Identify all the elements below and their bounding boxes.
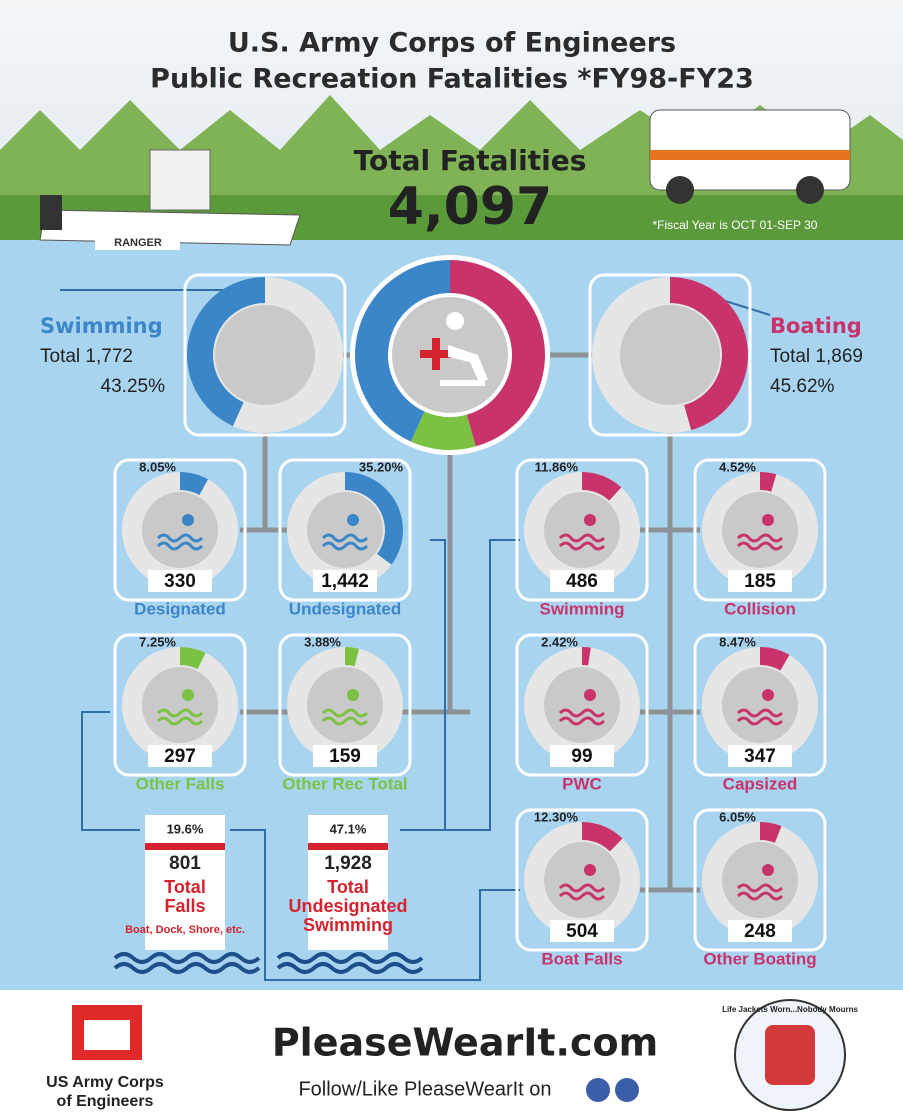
category-percent: 12.30% <box>534 809 579 824</box>
category-count: 185 <box>744 571 776 592</box>
ring-center <box>215 305 315 405</box>
instagram-icon[interactable] <box>615 1078 639 1102</box>
category-percent: 8.05% <box>139 459 176 474</box>
castle <box>84 1020 130 1050</box>
category-icon-head <box>584 864 596 876</box>
ring-center <box>307 667 383 743</box>
category-name: Other Rec Total <box>282 774 407 793</box>
total-label: Total Fatalities <box>354 144 587 177</box>
boat-cabin <box>150 150 210 210</box>
category-percent: 7.25% <box>139 634 176 649</box>
category-icon-head <box>182 689 194 701</box>
facebook-icon[interactable] <box>586 1078 610 1102</box>
category-count: 347 <box>744 746 776 767</box>
category-name: Undesignated <box>289 599 401 618</box>
ring-center <box>307 492 383 568</box>
category-count: 248 <box>744 921 776 942</box>
category-count: 1,442 <box>321 571 369 592</box>
total-value: 4,097 <box>388 177 552 237</box>
category-count: 159 <box>329 746 361 767</box>
infographic: RANGER U.S. Army Corps of Engineers Publ… <box>0 0 903 1119</box>
ring-center <box>722 842 798 918</box>
life-jacket <box>765 1025 815 1085</box>
category-percent: 4.52% <box>719 459 756 474</box>
total-value: 801 <box>169 853 201 874</box>
category-count: 99 <box>571 746 592 767</box>
ambulance-stripe <box>650 150 850 160</box>
fiscal-note: *Fiscal Year is OCT 01-SEP 30 <box>653 218 818 232</box>
title-line: Public Recreation Fatalities *FY98-FY23 <box>150 64 754 95</box>
category-percent: 6.05% <box>719 809 756 824</box>
category-icon-head <box>584 689 596 701</box>
follow: Follow/Like PleaseWearIt on <box>298 1078 551 1100</box>
category-icon-head <box>347 689 359 701</box>
swimming-total: Total 1,772 <box>40 346 133 367</box>
total-percent: 19.6% <box>167 821 204 836</box>
category-percent: 35.20% <box>359 459 404 474</box>
ring-center <box>722 492 798 568</box>
category-percent: 11.86% <box>535 459 579 474</box>
category-name: Capsized <box>723 774 798 793</box>
category-name: Designated <box>134 599 226 618</box>
boating-label: Boating <box>770 314 862 338</box>
category-percent: 2.42% <box>541 634 578 649</box>
category-name: Boat Falls <box>541 949 622 968</box>
category-icon-head <box>762 689 774 701</box>
category-name: Swimming <box>539 599 624 618</box>
category-name: Other Falls <box>136 774 225 793</box>
category-count: 330 <box>164 571 196 592</box>
total-value: 1,928 <box>324 853 372 874</box>
boat-label: RANGER <box>114 237 162 249</box>
swimming-label: Swimming <box>40 314 163 338</box>
page: RANGER U.S. Army Corps of Engineers Publ… <box>0 0 903 1119</box>
boating-total: Total 1,869 <box>770 346 863 367</box>
boat-motor <box>40 195 62 230</box>
total-title: Total <box>164 877 206 897</box>
category-icon-head <box>584 514 596 526</box>
ring-center <box>142 667 218 743</box>
total-title: Falls <box>164 896 205 916</box>
category-count: 504 <box>566 921 598 942</box>
wheel <box>796 176 824 204</box>
category-count: 297 <box>164 746 196 767</box>
badge-text: Life Jackets Worn...Nobody Mourns <box>722 1005 858 1014</box>
ring-center <box>620 305 720 405</box>
total-title: Swimming <box>303 915 393 935</box>
category-name: Other Boating <box>703 949 816 968</box>
boating-percent: 45.62% <box>770 376 835 397</box>
swimming-percent: 43.25% <box>101 376 166 397</box>
site: PleaseWearIt.com <box>272 1021 658 1065</box>
category-count: 486 <box>566 571 598 592</box>
ring-center <box>722 667 798 743</box>
total-bar <box>145 843 225 850</box>
category-percent: 3.88% <box>304 634 341 649</box>
title-line: U.S. Army Corps of Engineers <box>228 28 676 59</box>
category-percent: 8.47% <box>719 634 756 649</box>
org-line: of Engineers <box>57 1093 154 1110</box>
total-note: Boat, Dock, Shore, etc. <box>125 924 245 936</box>
category-icon-head <box>347 514 359 526</box>
total-bar <box>308 843 388 850</box>
ring-center <box>544 667 620 743</box>
ring-center <box>142 492 218 568</box>
org-line: US Army Corps <box>46 1074 164 1091</box>
ring-center <box>544 842 620 918</box>
category-icon-head <box>182 514 194 526</box>
total-title: Total <box>327 877 369 897</box>
category-icon-head <box>762 864 774 876</box>
category-name: Collision <box>724 599 796 618</box>
category-icon-head <box>762 514 774 526</box>
ring-center <box>544 492 620 568</box>
wheel <box>666 176 694 204</box>
category-name: PWC <box>562 774 602 793</box>
total-title: Undesignated <box>288 896 407 916</box>
total-percent: 47.1% <box>330 821 367 836</box>
